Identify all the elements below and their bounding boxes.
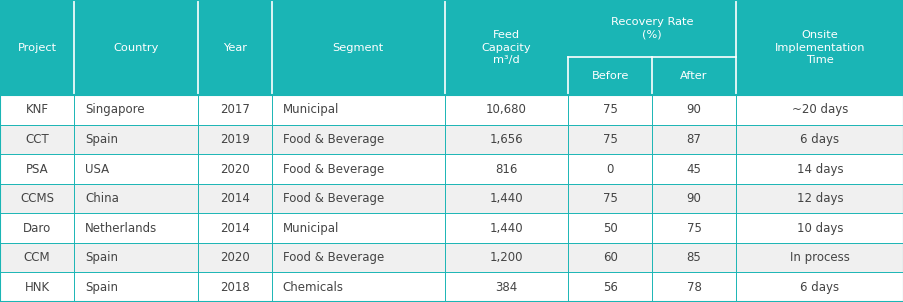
Text: Municipal: Municipal (283, 103, 339, 116)
Text: 90: 90 (686, 192, 701, 205)
Text: HNK: HNK (24, 281, 50, 294)
Text: Country: Country (113, 43, 158, 53)
Text: 75: 75 (602, 192, 617, 205)
Bar (0, 213, 903, 243)
Text: 60: 60 (602, 251, 617, 264)
Text: Feed
Capacity
m³/d: Feed Capacity m³/d (481, 30, 531, 65)
Text: 1,656: 1,656 (489, 133, 523, 146)
Text: Project: Project (17, 43, 57, 53)
Text: Year: Year (222, 43, 247, 53)
Text: 6 days: 6 days (799, 133, 839, 146)
Text: 2014: 2014 (219, 222, 249, 235)
Text: PSA: PSA (25, 162, 48, 175)
Bar (0, 272, 903, 302)
Text: 14 days: 14 days (796, 162, 842, 175)
Text: ~20 days: ~20 days (791, 103, 847, 116)
Text: 2018: 2018 (219, 281, 249, 294)
Text: CCMS: CCMS (20, 192, 54, 205)
Text: 1,440: 1,440 (489, 222, 523, 235)
Text: 75: 75 (602, 103, 617, 116)
Text: 6 days: 6 days (799, 281, 839, 294)
Text: Daro: Daro (23, 222, 51, 235)
Text: Recovery Rate
(%): Recovery Rate (%) (610, 17, 693, 40)
Text: Singapore: Singapore (85, 103, 144, 116)
Bar (0, 0, 903, 95)
Text: 10 days: 10 days (796, 222, 842, 235)
Bar (0, 125, 903, 154)
Text: 75: 75 (686, 222, 701, 235)
Text: 45: 45 (686, 162, 701, 175)
Text: 2019: 2019 (219, 133, 249, 146)
Text: Food & Beverage: Food & Beverage (283, 133, 384, 146)
Text: Spain: Spain (85, 251, 117, 264)
Text: Food & Beverage: Food & Beverage (283, 192, 384, 205)
Bar (0, 95, 903, 125)
Text: KNF: KNF (25, 103, 49, 116)
Bar (0, 184, 903, 213)
Text: China: China (85, 192, 118, 205)
Text: Spain: Spain (85, 133, 117, 146)
Bar (0, 154, 903, 184)
Text: Food & Beverage: Food & Beverage (283, 162, 384, 175)
Text: CCT: CCT (25, 133, 49, 146)
Text: Segment: Segment (332, 43, 384, 53)
Text: 10,680: 10,680 (486, 103, 526, 116)
Text: 56: 56 (602, 281, 617, 294)
Text: In process: In process (789, 251, 849, 264)
Text: Before: Before (591, 71, 628, 81)
Text: 2017: 2017 (219, 103, 249, 116)
Text: 90: 90 (686, 103, 701, 116)
Text: Chemicals: Chemicals (283, 281, 343, 294)
Text: Onsite
Implementation
Time: Onsite Implementation Time (774, 30, 864, 65)
Text: 87: 87 (686, 133, 701, 146)
Text: Food & Beverage: Food & Beverage (283, 251, 384, 264)
Text: Netherlands: Netherlands (85, 222, 157, 235)
Text: Municipal: Municipal (283, 222, 339, 235)
Text: 2020: 2020 (219, 251, 249, 264)
Bar (0, 243, 903, 272)
Text: 2014: 2014 (219, 192, 249, 205)
Text: USA: USA (85, 162, 109, 175)
Text: After: After (680, 71, 707, 81)
Text: 1,200: 1,200 (489, 251, 523, 264)
Text: 2020: 2020 (219, 162, 249, 175)
Text: 85: 85 (686, 251, 701, 264)
Text: 12 days: 12 days (796, 192, 842, 205)
Text: 1,440: 1,440 (489, 192, 523, 205)
Text: 0: 0 (606, 162, 613, 175)
Text: 75: 75 (602, 133, 617, 146)
Text: Spain: Spain (85, 281, 117, 294)
Text: 50: 50 (602, 222, 617, 235)
Text: CCM: CCM (23, 251, 51, 264)
Text: 78: 78 (686, 281, 701, 294)
Text: 384: 384 (495, 281, 517, 294)
Text: 816: 816 (495, 162, 517, 175)
